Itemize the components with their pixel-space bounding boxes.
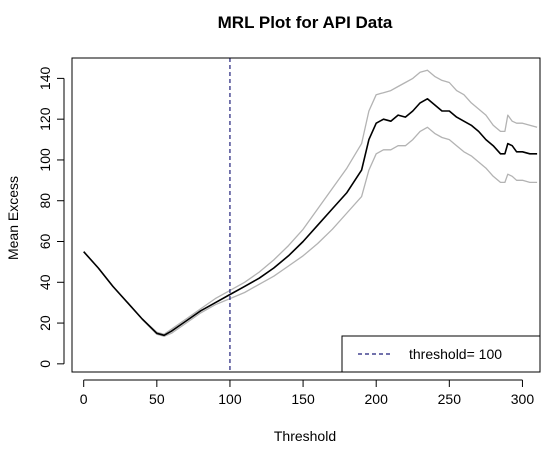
upper-confidence-line — [83, 69, 538, 335]
y-axis-title: Mean Excess — [5, 176, 21, 260]
x-tick-label: 250 — [438, 391, 462, 407]
y-tick-label: 40 — [37, 274, 53, 290]
x-tick-label: 100 — [218, 391, 242, 407]
x-tick-label: 0 — [80, 391, 88, 407]
legend-label: threshold= 100 — [409, 346, 502, 362]
x-tick-label: 150 — [291, 391, 315, 407]
x-tick-label: 50 — [149, 391, 165, 407]
y-tick-label: 120 — [37, 107, 53, 131]
y-tick-label: 20 — [37, 315, 53, 331]
lower-confidence-line — [83, 126, 538, 337]
legend: threshold= 100 — [341, 335, 541, 373]
chart-title: MRL Plot for API Data — [218, 13, 393, 32]
y-tick-label: 80 — [37, 193, 53, 209]
x-tick-label: 300 — [511, 391, 535, 407]
plot-frame — [71, 57, 541, 373]
y-tick-label: 100 — [37, 148, 53, 172]
x-tick-label: 200 — [365, 391, 389, 407]
y-axis: 0 20 40 60 80 100 120 140 — [37, 67, 65, 368]
x-axis-title: Threshold — [274, 428, 336, 444]
legend-box — [341, 335, 541, 373]
y-tick-label: 140 — [37, 67, 53, 91]
mean-excess-series — [83, 98, 538, 337]
mean-excess-line — [83, 98, 538, 337]
x-axis: 0 50 100 150 200 250 300 — [80, 379, 535, 407]
confidence-bands — [83, 69, 538, 337]
y-tick-label: 0 — [37, 360, 53, 368]
y-tick-label: 60 — [37, 234, 53, 250]
